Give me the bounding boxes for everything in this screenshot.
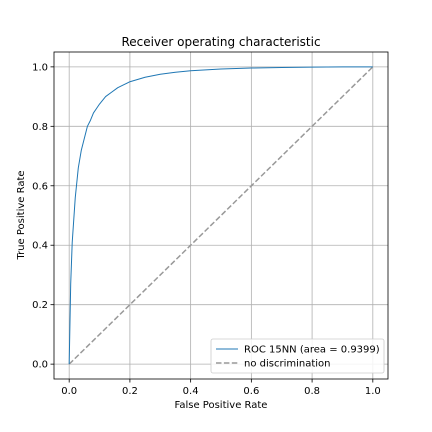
legend-box	[210, 338, 385, 374]
legend: ROC 15NN (area = 0.9399) no discriminati…	[210, 338, 385, 374]
y-tick-label: 0.6	[32, 181, 48, 192]
x-tick-label: 0.0	[61, 386, 77, 397]
series-layer	[68, 66, 374, 365]
ticks: 0.0 0.2 0.4 0.6 0.8 1.0 0.0 0.2 0.4 0.6 0.8 1.0	[32, 62, 381, 397]
plot-frame	[53, 51, 389, 380]
x-tick-label: 0.6	[243, 386, 259, 397]
y-tick-label: 0.2	[32, 300, 48, 311]
x-tick-label: 0.8	[304, 386, 320, 397]
y-tick-label: 0.4	[32, 241, 48, 252]
y-tick-label: 1.0	[32, 62, 48, 73]
x-tick-label: 0.4	[183, 386, 199, 397]
legend-label-no-discrimination: no discrimination	[244, 359, 331, 370]
x-tick-label: 0.2	[122, 386, 138, 397]
y-tick-label: 0.0	[32, 360, 48, 371]
roc-curve-line	[68, 66, 373, 365]
legend-label-roc: ROC 15NN (area = 0.9399)	[244, 345, 380, 356]
grid	[54, 52, 388, 379]
x-axis-label: False Positive Rate	[175, 400, 268, 411]
y-axis-label: True Positive Rate	[16, 170, 27, 260]
y-tick-label: 0.8	[32, 122, 48, 133]
chart-title: Receiver operating characteristic	[121, 35, 320, 49]
x-tick-label: 1.0	[365, 386, 381, 397]
